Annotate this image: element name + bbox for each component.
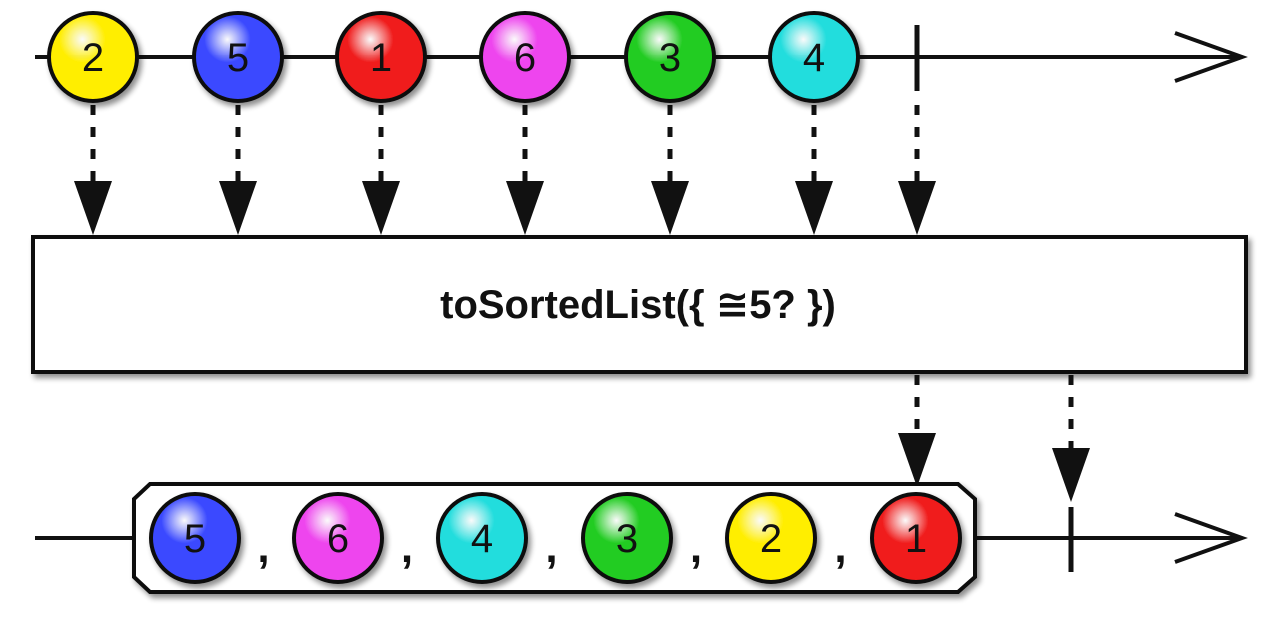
input-marble-3-circle	[335, 11, 427, 103]
output-marble-2-circle	[292, 492, 384, 584]
output-marble-6-value: 1	[905, 517, 927, 561]
output-marble-1-circle	[149, 492, 241, 584]
input-arrow-4-head	[506, 181, 544, 235]
list-separator: ,	[401, 523, 413, 572]
input-arrow-5	[651, 105, 689, 235]
operator-box-frame	[31, 235, 1248, 374]
input-arrow-3	[362, 105, 400, 235]
output-marble-4: 3	[581, 492, 673, 584]
output-list-arrow-head	[898, 433, 936, 487]
input-marble-4: 6	[479, 11, 571, 103]
input-marble-4-value: 6	[514, 36, 536, 80]
input-marble-4-circle	[479, 11, 571, 103]
input-marble-2: 5	[192, 11, 284, 103]
output-marble-4-circle	[581, 492, 673, 584]
input-arrow-1	[74, 105, 112, 235]
input-arrow-5-head	[651, 181, 689, 235]
output-completion-arrow-head	[1052, 448, 1090, 502]
output-timeline-arrowhead	[1174, 512, 1248, 564]
input-marble-1-circle	[47, 11, 139, 103]
output-marble-5-circle	[725, 492, 817, 584]
input-marble-2-value: 5	[227, 36, 249, 80]
input-emission-arrows	[74, 105, 936, 235]
input-marble-6: 4	[768, 11, 860, 103]
output-marble-4-value: 3	[616, 517, 638, 561]
output-emission-arrows	[898, 375, 1090, 502]
input-arrow-2-head	[219, 181, 257, 235]
input-marble-1: 2	[47, 11, 139, 103]
output-marble-3-circle	[436, 492, 528, 584]
input-marble-3: 1	[335, 11, 427, 103]
input-arrow-3-head	[362, 181, 400, 235]
output-marble-5-value: 2	[760, 517, 782, 561]
input-marble-5: 3	[624, 11, 716, 103]
input-marble-6-value: 4	[803, 36, 825, 80]
input-marble-3-value: 1	[370, 36, 392, 80]
input-arrow-4	[506, 105, 544, 235]
output-marble-2: 6	[292, 492, 384, 584]
output-list-arrow	[898, 375, 936, 487]
output-marble-3: 4	[436, 492, 528, 584]
list-separator: ,	[545, 523, 557, 572]
operator-box: toSortedList({ ≅5? })	[31, 235, 1248, 374]
input-marble-5-value: 3	[659, 36, 681, 80]
input-timeline-arrowhead	[1174, 31, 1248, 83]
output-list: 5, 6, 4, 3, 2, 1	[132, 482, 977, 594]
output-marble-2-value: 6	[327, 517, 349, 561]
output-marble-5: 2	[725, 492, 817, 584]
input-arrow-6-head	[795, 181, 833, 235]
input-completion-arrow	[898, 105, 936, 235]
input-arrow-2	[219, 105, 257, 235]
input-marble-1-value: 2	[82, 36, 104, 80]
output-marble-1: 5	[149, 492, 241, 584]
input-marble-2-circle	[192, 11, 284, 103]
input-marble-6-circle	[768, 11, 860, 103]
output-list-marbles: 5, 6, 4, 3, 2, 1	[149, 492, 962, 584]
list-separator: ,	[834, 523, 846, 572]
input-arrow-1-head	[74, 181, 112, 235]
output-completion-arrow	[1052, 375, 1090, 502]
output-marble-1-value: 5	[184, 517, 206, 561]
input-arrow-6	[795, 105, 833, 235]
input-completion-arrow-head	[898, 181, 936, 235]
output-marble-3-value: 4	[471, 517, 493, 561]
input-marble-5-circle	[624, 11, 716, 103]
list-separator: ,	[690, 523, 702, 572]
list-separator: ,	[257, 523, 269, 572]
output-marble-6: 1	[870, 492, 962, 584]
output-marble-6-circle	[870, 492, 962, 584]
operator-label: toSortedList({ ≅5? })	[440, 283, 836, 327]
input-marbles: 2 5 1 6 3 4	[47, 11, 860, 103]
